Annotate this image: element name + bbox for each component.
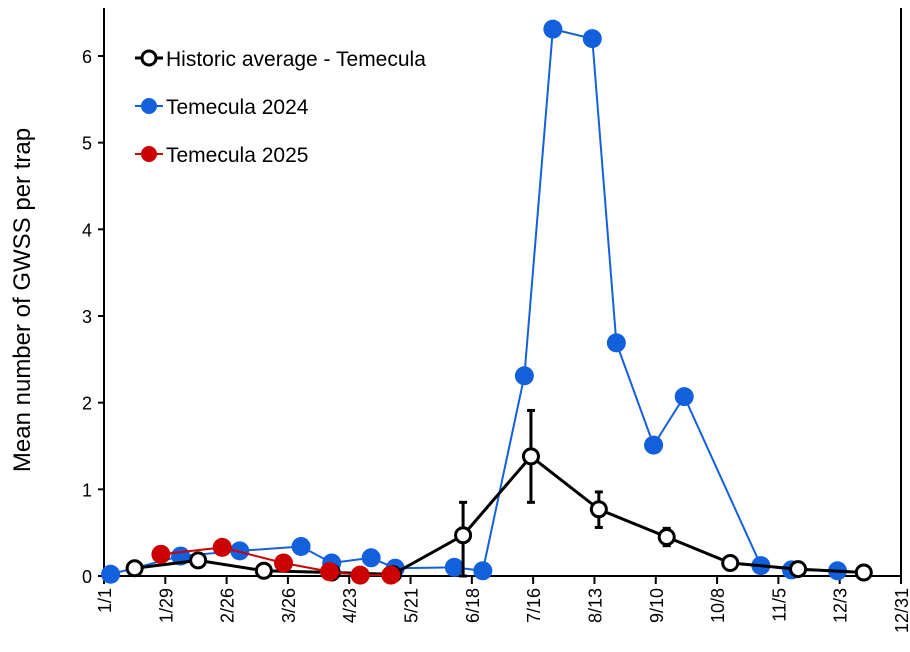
x-tick-label: 6/18 [463,588,483,623]
x-tick-label: 5/21 [402,588,422,623]
series-line [134,454,864,576]
legend-label: Temecula 2024 [166,96,309,119]
legend-marker [140,49,158,67]
x-tick-label: 1/29 [156,588,176,623]
y-tick-label: 5 [82,134,92,154]
data-point [854,563,873,582]
y-tick-label: 1 [82,480,92,500]
data-point [789,560,808,579]
data-point [361,548,381,568]
x-tick-label: 8/13 [585,588,605,623]
data-point [473,561,493,581]
data-point [350,565,370,585]
data-point [444,557,464,577]
plot-area [101,19,873,585]
y-tick-label: 2 [82,394,92,414]
data-point [674,387,694,407]
data-point [582,29,602,49]
series-temecula-2025 [151,537,401,585]
axes: 0 1 2 3 4 5 6 1/1 1/29 2/26 3/26 4/23 5/21 6/18 7/16 8/… [82,8,910,633]
data-point [606,333,626,353]
legend-marker [141,98,157,114]
x-tick-label: 10/8 [708,588,728,623]
y-tick-label: 3 [82,307,92,327]
series-temecula-2024 [101,19,848,584]
y-axis-label: Mean number of GWSS per trap [9,128,36,472]
data-point [381,565,401,585]
legend-label: Temecula 2025 [166,144,308,167]
x-tick-label: 2/26 [218,588,238,623]
data-point [274,553,294,573]
y-tick-label: 6 [82,47,92,67]
x-tick-label: 7/16 [524,588,544,623]
data-point [514,366,534,386]
y-tick-label: 4 [82,220,92,240]
data-point [454,526,473,545]
data-point [212,537,232,557]
x-tick-label: 1/1 [95,588,115,613]
x-tick-label: 9/10 [647,588,667,623]
legend: Historic average - Temecula Temecula 2024… [135,48,426,167]
x-tick-label: 11/5 [769,588,789,622]
data-point [657,527,676,546]
data-point [521,447,540,466]
data-point [189,551,208,570]
data-point [543,19,563,39]
legend-marker [141,146,157,162]
data-point [101,564,121,584]
data-point [125,559,144,578]
x-tick-label: 3/26 [279,588,299,623]
y-tick-label: 0 [82,567,92,587]
data-point [254,561,273,580]
x-tick-label: 12/31 [892,588,910,633]
data-point [320,562,340,582]
x-tick-label: 4/23 [340,588,360,623]
data-point [291,537,311,557]
legend-label: Historic average - Temecula [166,48,426,71]
data-point [151,544,171,564]
x-tick-label: 12/3 [831,588,851,623]
series-line [110,27,838,576]
data-point [644,435,664,455]
data-point [721,553,740,572]
data-point [589,500,608,519]
